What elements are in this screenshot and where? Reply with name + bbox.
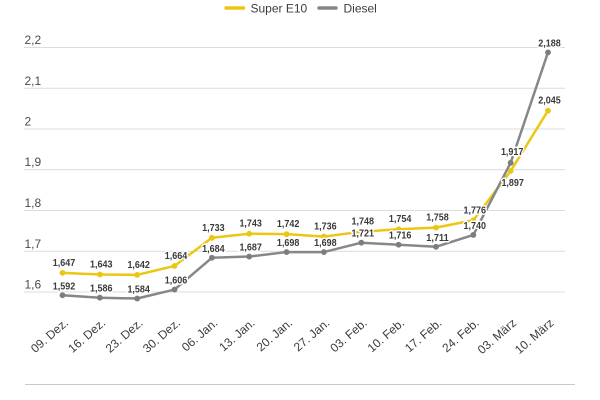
svg-text:2,1: 2,1 <box>25 74 42 88</box>
svg-text:1,9: 1,9 <box>25 155 42 169</box>
svg-text:Diesel: Diesel <box>344 2 377 16</box>
svg-text:1,664: 1,664 <box>165 251 188 262</box>
svg-text:1,754: 1,754 <box>389 214 412 225</box>
svg-text:1,8: 1,8 <box>25 196 42 210</box>
svg-text:2: 2 <box>25 115 32 129</box>
svg-text:Super E10: Super E10 <box>251 2 308 16</box>
svg-text:2,2: 2,2 <box>25 33 42 47</box>
svg-text:1,6: 1,6 <box>25 278 42 292</box>
svg-text:1,743: 1,743 <box>239 219 262 230</box>
svg-text:1,684: 1,684 <box>202 244 225 255</box>
svg-text:1,606: 1,606 <box>165 276 188 287</box>
svg-text:1,586: 1,586 <box>90 284 113 295</box>
svg-text:1,736: 1,736 <box>314 222 337 233</box>
svg-text:1,698: 1,698 <box>314 238 337 249</box>
svg-text:1,643: 1,643 <box>90 260 113 271</box>
svg-text:1,721: 1,721 <box>352 229 375 240</box>
svg-text:1,917: 1,917 <box>501 147 524 158</box>
svg-text:1,748: 1,748 <box>352 217 375 228</box>
svg-text:1,7: 1,7 <box>25 237 42 251</box>
svg-text:2,188: 2,188 <box>538 38 561 49</box>
svg-text:1,711: 1,711 <box>426 233 449 244</box>
svg-text:1,776: 1,776 <box>464 205 487 216</box>
svg-text:1,592: 1,592 <box>53 281 76 292</box>
svg-text:1,758: 1,758 <box>426 213 449 224</box>
svg-text:1,647: 1,647 <box>53 258 76 269</box>
svg-text:1,733: 1,733 <box>202 223 225 234</box>
svg-text:2,045: 2,045 <box>538 96 561 107</box>
svg-text:1,698: 1,698 <box>277 238 300 249</box>
svg-text:1,642: 1,642 <box>127 260 150 271</box>
svg-text:1,740: 1,740 <box>464 221 487 232</box>
svg-text:1,742: 1,742 <box>277 219 300 230</box>
svg-text:1,897: 1,897 <box>501 178 524 189</box>
svg-text:1,584: 1,584 <box>127 285 150 296</box>
svg-text:1,687: 1,687 <box>239 243 262 254</box>
svg-text:1,716: 1,716 <box>389 231 412 242</box>
